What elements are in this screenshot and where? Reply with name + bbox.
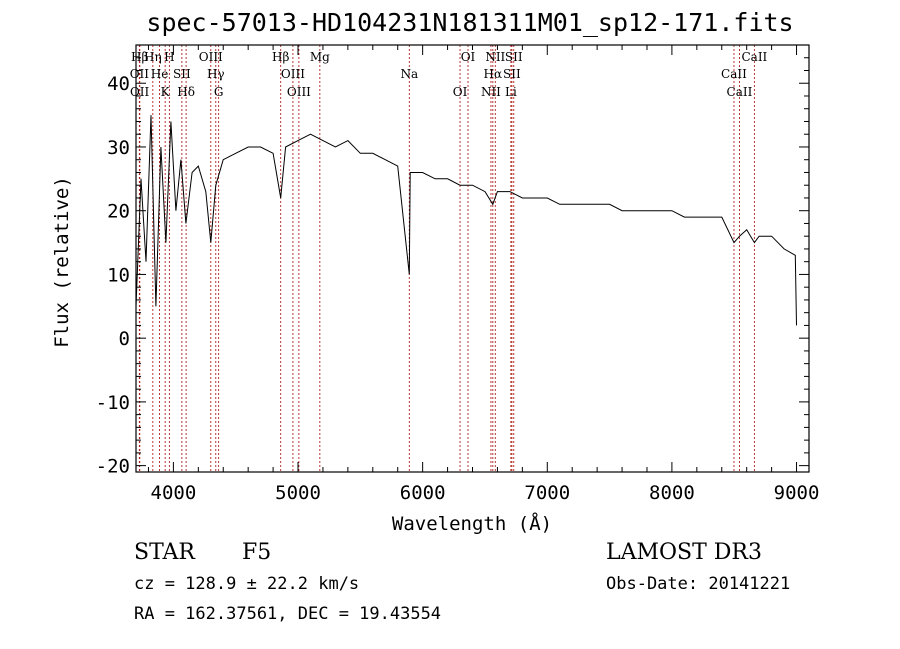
spectral-line-label: SII [173, 67, 191, 81]
spectral-line-label: H [164, 50, 174, 64]
observation-date: Obs-Date: 20141221 [606, 574, 790, 594]
y-axis-label: Flux (relative) [51, 176, 73, 348]
spectral-line-label: OI [461, 50, 476, 64]
spectral-line-label: Mg [310, 50, 330, 64]
spectral-line-label: Hη [144, 50, 162, 64]
spectrum-series-line [135, 115, 797, 326]
spectral-line-label: OI [453, 85, 468, 99]
spectral-line-label: CaII [727, 85, 753, 99]
redshift-cz: cz = 128.9 ± 22.2 km/s [134, 574, 359, 594]
spectral-line-label: OIII [199, 50, 223, 64]
spectral-line-label: NII [481, 85, 501, 99]
spectral-line-label: CaII [721, 67, 747, 81]
spectral-line-label: OIII [287, 85, 311, 99]
spectral-line-labels: HβOIIOIIHηHeKHSIIHδOIIIHγGHβOIIIOIIIMgNa… [130, 50, 768, 99]
spectral-line-label: CaII [741, 50, 767, 64]
x-tick-label: 6000 [400, 482, 446, 504]
spectral-line-label: SII [505, 50, 523, 64]
spectral-line-label: OIII [281, 67, 305, 81]
spectral-line-label: Na [400, 67, 418, 81]
object-class: STAR [134, 540, 196, 565]
spectral-line-label: Hα [484, 67, 503, 81]
spectral-line-label: Hδ [177, 85, 195, 99]
y-axis-ticks: -20 -10 0 10 20 30 40 [96, 57, 809, 478]
spectral-line-label: NII [485, 50, 505, 64]
plot-frame [135, 44, 810, 473]
object-subclass: F5 [242, 540, 271, 565]
spectral-line-label: OII [130, 67, 150, 81]
y-tick-label: -10 [96, 392, 130, 414]
x-tick-label: 7000 [524, 482, 570, 504]
spectral-line-label: Hβ [272, 50, 289, 64]
y-tick-label: 30 [107, 137, 130, 159]
spectral-line-label: OII [130, 85, 150, 99]
x-tick-label: 5000 [275, 482, 321, 504]
spectral-line-label: Li [505, 85, 517, 99]
x-tick-label: 9000 [774, 482, 820, 504]
survey-name: LAMOST DR3 [606, 540, 762, 565]
y-tick-label: -20 [96, 456, 130, 478]
x-tick-label: 8000 [649, 482, 695, 504]
coordinates: RA = 162.37561, DEC = 19.43554 [134, 604, 441, 624]
x-axis-label: Wavelength (Å) [392, 512, 552, 535]
spectral-line-label: K [161, 85, 171, 99]
spectral-line-label: He [151, 67, 169, 81]
chart-title: spec-57013-HD104231N181311M01_sp12-171.f… [146, 8, 793, 37]
spectral-line-label: Hγ [207, 67, 225, 81]
x-tick-label: 4000 [151, 482, 197, 504]
x-axis-ticks: 4000 5000 6000 7000 8000 9000 [147, 45, 820, 504]
spectral-line-label: SII [503, 67, 521, 81]
y-tick-label: 20 [107, 201, 130, 223]
y-tick-label: 40 [107, 73, 130, 95]
y-tick-label: 10 [107, 264, 130, 286]
spectral-line-label: G [214, 85, 224, 99]
y-tick-label: 0 [119, 328, 130, 350]
spectral-line-markers [138, 45, 755, 472]
